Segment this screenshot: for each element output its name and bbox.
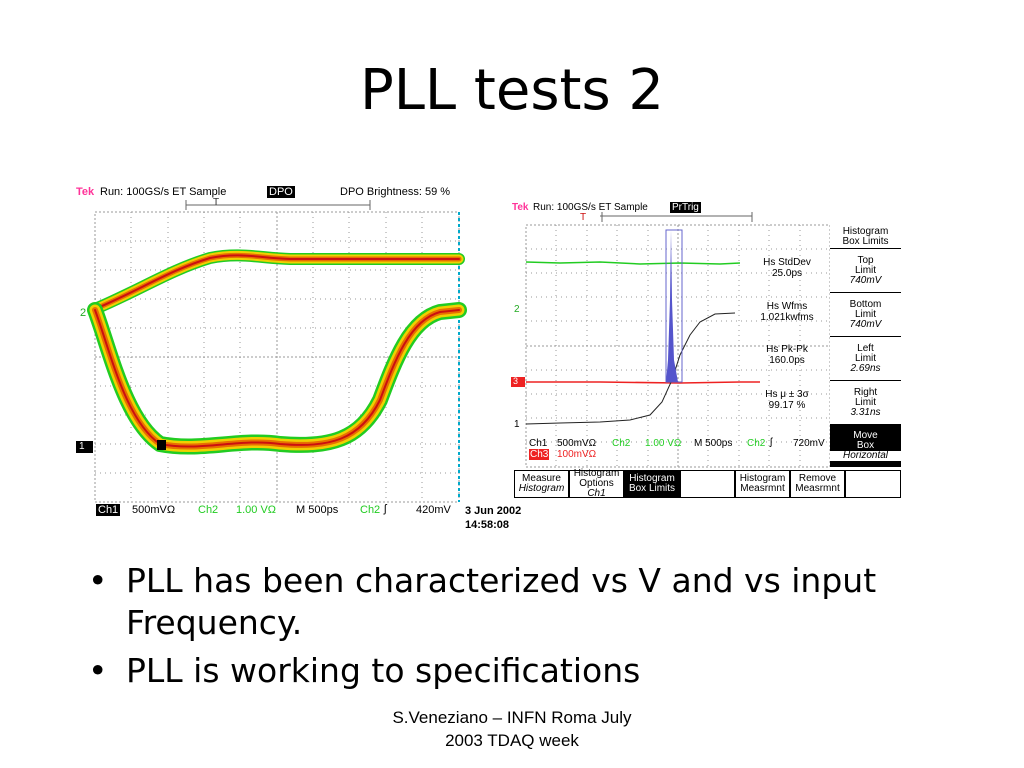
scope1-trigger-channel: Ch2 xyxy=(360,504,381,516)
scope2-measurement: Hs Pk-Pk 160.0ps xyxy=(766,344,808,366)
scope2-measurement: Hs Wfms 1.021kwfms xyxy=(760,301,814,323)
scope2-trigger-level: 720mV xyxy=(793,438,825,449)
scope2-run-status: Run: 100GS/s ET Sample xyxy=(533,202,648,213)
bullet-dot-icon: • xyxy=(88,561,108,600)
histogram-measrmnt-button[interactable]: Histogram Measrmnt xyxy=(735,470,790,498)
scope2-ch1-marker: 1 xyxy=(514,419,520,430)
scope1-trigger-slope-icon: ʃ xyxy=(384,503,387,515)
remove-measrmnt-button[interactable]: Remove Measrmnt xyxy=(790,470,845,498)
bullet-item: • PLL is working to specifications xyxy=(88,651,641,690)
scope2-ch2-marker: 2 xyxy=(514,304,520,315)
scope1-trigger-level: 420mV xyxy=(416,504,451,516)
scope1-run-status: Run: 100GS/s ET Sample xyxy=(100,186,227,198)
scope2-mode-badge: PrTrig xyxy=(670,202,701,213)
scope2-trigger-marker: T xyxy=(580,212,587,223)
scope2-ch1-scale: 500mVΩ xyxy=(557,438,597,449)
empty-menu-button[interactable] xyxy=(680,470,735,498)
top-limit-button[interactable]: Top Limit 740mV xyxy=(830,249,901,293)
scope1-mode-badge: DPO xyxy=(267,186,295,198)
scope2-ch3-trace xyxy=(526,381,760,384)
scope1-ch1-label: Ch1 xyxy=(96,504,121,516)
side-menu-header: Histogram Box Limits xyxy=(830,225,901,249)
measure-histogram-button[interactable]: Measure Histogram xyxy=(514,470,569,498)
left-limit-button[interactable]: Left Limit 2.69ns xyxy=(830,337,901,381)
scope1-trace-rising xyxy=(89,249,465,315)
slide-title: PLL tests 2 xyxy=(359,58,665,123)
scope1-brand: Tek xyxy=(76,186,95,198)
bottom-limit-button[interactable]: Bottom Limit 740mV xyxy=(830,293,901,337)
scope2-ch2-label: Ch2 xyxy=(612,438,631,449)
scope2-ch3-marker: 3 xyxy=(513,376,519,386)
scope2-ch3-label: Ch3 xyxy=(529,449,550,460)
histogram-box-limits-button[interactable]: Histogram Box Limits xyxy=(624,470,680,498)
scope2-ch1-label: Ch1 xyxy=(529,438,548,449)
scope2-timebase: M 500ps xyxy=(694,438,733,449)
scope2-ch2-trace xyxy=(525,261,741,265)
scope1-ch1-marker: 1 xyxy=(79,441,85,452)
scope2-measurement: Hs μ ± 3σ 99.17 % xyxy=(765,389,809,411)
scope1-trigger-marker: T xyxy=(213,197,220,208)
scope2-trigger-channel: Ch2 xyxy=(747,438,766,449)
scope2-measurement: Hs StdDev 25.0ps xyxy=(763,257,811,279)
scope1-time: 14:58:08 xyxy=(465,519,510,531)
scope1-date: 3 Jun 2002 xyxy=(465,505,522,517)
slide-footer: S.Veneziano – INFN Roma July 2003 TDAQ w… xyxy=(392,708,632,750)
scope1-ch2-label: Ch2 xyxy=(198,504,219,516)
scope1-ch1-scale: 500mVΩ xyxy=(132,504,176,516)
scope1-ch2-marker: 2 xyxy=(80,307,87,319)
bullet-dot-icon: • xyxy=(88,651,108,690)
scope1-timebase: M 500ps xyxy=(296,504,339,516)
scope1-brightness: DPO Brightness: 59 % xyxy=(340,186,451,198)
scope1-ch2-scale: 1.00 VΩ xyxy=(236,504,277,516)
scope2-brand: Tek xyxy=(512,202,529,213)
right-limit-button[interactable]: Right Limit 3.31ns xyxy=(830,381,901,425)
histogram-options-button[interactable]: Histogram Options Ch1 xyxy=(569,469,624,499)
empty-menu-button[interactable] xyxy=(845,470,901,498)
scope2-ch1-trace xyxy=(525,312,736,425)
bullet-list: • PLL has been characterized vs V and vs… xyxy=(88,560,908,698)
scope1-trace-falling xyxy=(87,302,467,455)
scope2-histogram-bars xyxy=(666,230,678,382)
move-box-button[interactable]: Move Box Horizontal xyxy=(830,425,901,467)
bullet-item: • PLL has been characterized vs V and vs… xyxy=(88,561,877,642)
scope2-ch2-scale: 1.00 VΩ xyxy=(645,438,682,449)
scope2-ch3-scale: 100mVΩ xyxy=(557,449,597,460)
scope2-trigger-slope-icon: ʃ xyxy=(770,437,773,448)
